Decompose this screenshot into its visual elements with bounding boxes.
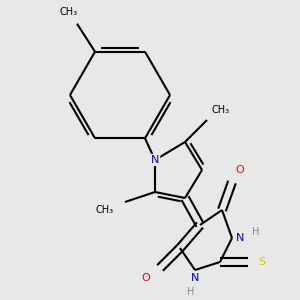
Text: S: S xyxy=(258,257,266,267)
Text: N: N xyxy=(236,233,244,243)
Text: N: N xyxy=(151,155,159,165)
Text: CH₃: CH₃ xyxy=(60,7,78,17)
Text: CH₃: CH₃ xyxy=(96,205,114,215)
Text: CH₃: CH₃ xyxy=(212,105,230,115)
Text: O: O xyxy=(142,273,150,283)
Text: H: H xyxy=(252,227,260,237)
Text: N: N xyxy=(191,273,199,283)
Text: H: H xyxy=(187,287,195,297)
Text: O: O xyxy=(236,165,244,175)
